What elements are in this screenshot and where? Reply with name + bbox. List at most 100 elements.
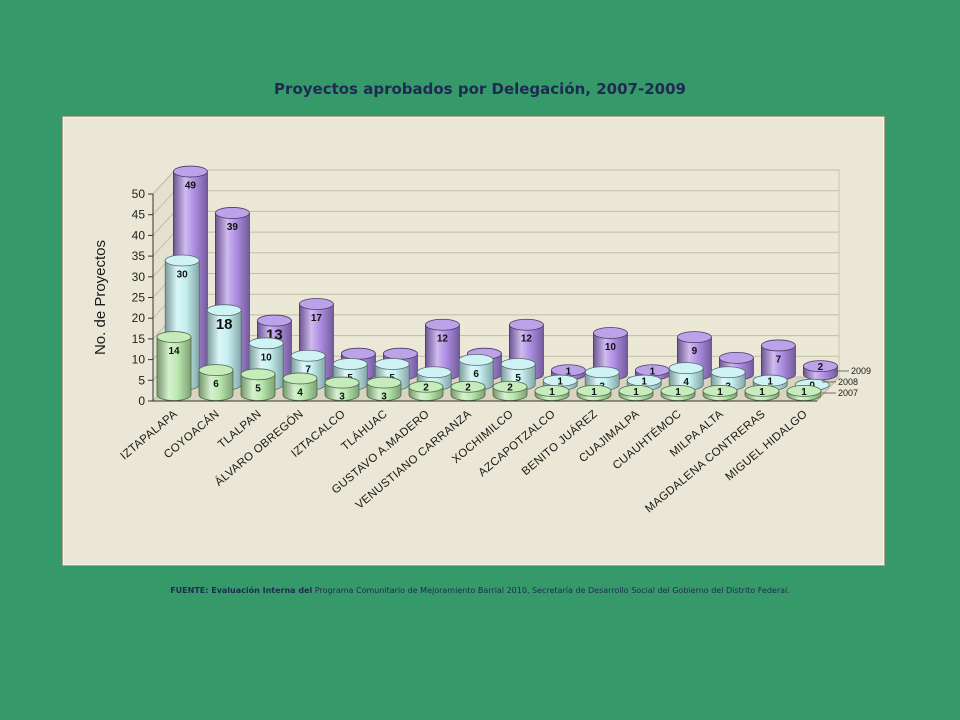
bar-top [450, 380, 486, 393]
data-label: 2 [465, 383, 471, 394]
data-label: 1 [591, 387, 597, 398]
legend-label: 2007 [838, 388, 858, 398]
bar-top [492, 380, 528, 393]
bar-top [744, 384, 780, 397]
bar-top [282, 372, 318, 385]
data-label: 39 [227, 222, 239, 233]
data-label: 1 [633, 387, 639, 398]
bar-top [298, 298, 334, 310]
bar-top [366, 376, 402, 389]
bar-2007-14: 1 [744, 384, 780, 401]
data-label: 5 [515, 373, 521, 384]
bar-2007-11: 1 [618, 384, 654, 401]
bar-top [256, 314, 292, 327]
bar-2009-15: 2 [803, 360, 838, 381]
bar-top [290, 349, 326, 362]
data-label: 6 [473, 369, 479, 380]
source-note: FUENTE: Evaluación Interna del Programa … [0, 586, 960, 595]
x-tick-label: BENITO JUÁREZ [519, 407, 600, 478]
bar-top [198, 364, 234, 377]
bar-2007-1: 6 [198, 364, 234, 401]
y-tick-label: 10 [132, 353, 146, 367]
bar-top [206, 304, 242, 317]
bar-top [156, 331, 192, 343]
bar-2007-5: 3 [366, 376, 402, 403]
bar-top [408, 380, 444, 393]
bar-top [248, 337, 284, 350]
data-label: 4 [683, 377, 689, 388]
chart-area: 0 5 10 15 20 25 30 35 40 45 50 No. de Proyectos 49 39… [62, 116, 885, 566]
data-label: 30 [177, 270, 189, 281]
bar-top [618, 384, 654, 397]
data-label: 12 [521, 334, 533, 345]
y-tick-label: 15 [132, 332, 146, 346]
data-label: 7 [776, 354, 782, 365]
bar-top [710, 366, 746, 379]
bar-top [416, 366, 452, 379]
data-label: 10 [261, 352, 273, 363]
bar-2007-15: 1 [786, 384, 822, 401]
data-label: 1 [650, 366, 656, 377]
bar-2007-8: 2 [492, 380, 528, 401]
bar-2007-10: 1 [576, 384, 612, 401]
y-tick-label: 0 [138, 394, 145, 408]
bar-top [534, 384, 570, 397]
bar-top [668, 362, 704, 375]
data-label: 4 [297, 387, 303, 398]
bar-top [382, 347, 418, 360]
bar-2007-9: 1 [534, 384, 570, 401]
bar-2008-7: 6 [458, 353, 494, 391]
bar-top [803, 360, 838, 373]
y-tick-label: 40 [132, 228, 146, 242]
bar-2007-13: 1 [702, 384, 738, 401]
data-label: 3 [381, 392, 387, 403]
bar-2007-12: 1 [660, 384, 696, 401]
data-label: 1 [549, 387, 555, 398]
bar-top [719, 351, 754, 364]
bar-top [584, 366, 620, 379]
bar-top [576, 384, 612, 397]
data-label: 14 [168, 346, 180, 357]
bar-2007-0: 14 [156, 331, 192, 401]
x-tick-label: CUAUHTÉMOC [610, 407, 684, 472]
bar-top [702, 384, 738, 397]
bar-body [156, 336, 192, 401]
y-tick-label: 25 [132, 291, 146, 305]
data-label: 10 [605, 342, 617, 353]
y-tick-label: 30 [132, 270, 146, 284]
data-label: 2 [423, 383, 429, 394]
data-label: 17 [311, 313, 323, 324]
bar-2007-4: 3 [324, 376, 360, 403]
x-tick-label: MIGUEL HIDALGO [723, 408, 809, 483]
bar-top [340, 347, 376, 360]
bar-body [282, 378, 318, 401]
data-label: 12 [437, 334, 449, 345]
data-label: 5 [255, 383, 261, 394]
bar-body [198, 369, 234, 401]
chart-title: Proyectos aprobados por Delegación, 2007… [274, 80, 686, 98]
bar-top [761, 339, 796, 352]
data-label: 1 [767, 377, 773, 388]
data-label: 49 [185, 181, 197, 192]
data-label: 1 [717, 387, 723, 398]
y-tick-label: 5 [138, 373, 145, 387]
data-label: 18 [216, 316, 233, 333]
data-label: 1 [759, 387, 765, 398]
data-label: 6 [213, 379, 219, 390]
bar-2007-6: 2 [408, 380, 444, 401]
bar-top [374, 358, 410, 370]
bar-2008-14: 1 [752, 374, 788, 391]
bar-top [593, 327, 628, 339]
y-tick-label: 20 [132, 311, 146, 325]
data-label: 1 [557, 377, 563, 388]
bar-2007-7: 2 [450, 380, 486, 401]
y-axis-label: No. de Proyectos [92, 240, 109, 355]
bar-2009-14: 7 [761, 339, 796, 381]
bar-top [173, 165, 208, 178]
y-tick-label: 35 [132, 249, 146, 263]
bar-top [164, 254, 200, 267]
bar-top [660, 384, 696, 397]
